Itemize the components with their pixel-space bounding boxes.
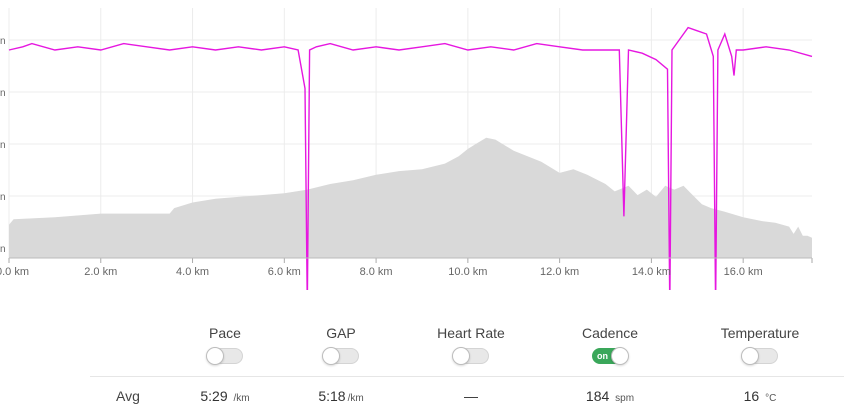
y-tick-label: n xyxy=(0,36,6,47)
toggle-heart-rate: Heart Rate xyxy=(406,322,536,369)
toggle-cadence: Cadence on xyxy=(545,322,675,369)
switch-on-text: on xyxy=(597,351,608,361)
avg-value: 184 xyxy=(585,388,610,404)
activity-chart[interactable]: n n n n n 0.0 km 2.0 km 4.0 km 6.0 km 8.0 km 10.0 … xyxy=(0,0,844,290)
toggle-label: GAP xyxy=(326,325,356,341)
avg-value: 5:18 xyxy=(318,388,346,404)
chart-axes: n n n n n 0.0 km 2.0 km 4.0 km 6.0 km 8.0 km 10.0 … xyxy=(0,36,813,278)
switch-knob xyxy=(741,347,759,365)
heart-rate-switch[interactable] xyxy=(452,347,489,365)
avg-value: — xyxy=(464,388,478,404)
gap-switch[interactable] xyxy=(322,347,359,365)
avg-value: 5:29 xyxy=(200,388,228,404)
switch-knob xyxy=(322,347,340,365)
toggle-gap: GAP xyxy=(276,322,406,369)
x-tick-label: 14.0 km xyxy=(632,266,671,278)
x-tick-label: 10.0 km xyxy=(448,266,487,278)
avg-unit: spm xyxy=(615,393,635,404)
toggle-temperature: Temperature xyxy=(695,322,825,369)
x-tick-label: 0.0 km xyxy=(0,266,29,278)
switch-knob xyxy=(452,347,470,365)
toggle-label: Pace xyxy=(209,325,241,341)
x-tick-label: 4.0 km xyxy=(176,266,209,278)
elevation-area xyxy=(9,137,812,258)
x-tick-label: 2.0 km xyxy=(84,266,117,278)
y-tick-label: n xyxy=(0,192,6,203)
avg-heart-rate: — xyxy=(401,388,541,404)
switch-knob xyxy=(611,347,629,365)
x-tick-label: 8.0 km xyxy=(360,266,393,278)
toggle-label: Heart Rate xyxy=(437,325,505,341)
pace-switch[interactable] xyxy=(206,347,243,365)
avg-label: Avg xyxy=(116,388,140,404)
avg-pace: 5:29 /km xyxy=(155,388,295,404)
avg-row: Avg 5:29 /km 5:18/km — 184 spm 16 °C xyxy=(0,384,844,410)
toggle-label: Temperature xyxy=(720,325,800,341)
avg-value: 16 xyxy=(743,388,760,404)
divider xyxy=(90,376,844,377)
cadence-switch[interactable]: on xyxy=(592,347,629,365)
toggle-label: Cadence xyxy=(581,325,639,341)
avg-unit: °C xyxy=(765,393,777,404)
switch-knob xyxy=(206,347,224,365)
y-tick-label: n xyxy=(0,244,6,255)
avg-unit: /km xyxy=(233,393,250,404)
x-tick-label: 12.0 km xyxy=(540,266,579,278)
temperature-switch[interactable] xyxy=(741,347,778,365)
y-tick-label: n xyxy=(0,140,6,151)
x-tick-label: 6.0 km xyxy=(268,266,301,278)
cadence-line xyxy=(8,26,813,290)
avg-temperature: 16 °C xyxy=(690,388,830,404)
metric-toggles: Pace GAP Heart Rate Cadence on Temperatu… xyxy=(0,322,844,372)
avg-unit: /km xyxy=(347,393,364,404)
x-tick-label: 16.0 km xyxy=(724,266,763,278)
avg-cadence: 184 spm xyxy=(540,388,680,404)
toggle-pace: Pace xyxy=(160,322,290,369)
y-tick-label: n xyxy=(0,88,6,99)
avg-gap: 5:18/km xyxy=(271,388,411,404)
